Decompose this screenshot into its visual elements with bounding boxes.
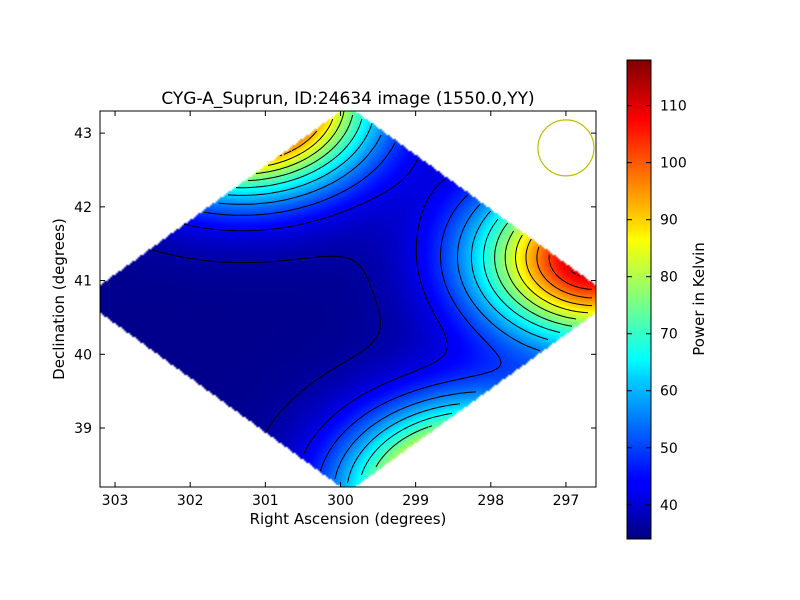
- contour-line: [235, 118, 561, 476]
- y-tick-label: 40: [74, 347, 92, 363]
- contour-line: [247, 114, 573, 468]
- x-tick-label: 299: [402, 493, 429, 509]
- colorbar-tick-label: 50: [660, 441, 678, 457]
- y-axis-label: Declination (degrees): [50, 218, 68, 380]
- y-tick-label: 39: [74, 421, 92, 437]
- contour-line: [548, 254, 593, 290]
- contour-line: [203, 142, 502, 472]
- colorbar-ticks: 40 50 60 70 80 90 100 110: [627, 99, 687, 514]
- contour-line: [183, 158, 448, 456]
- plot-frame: [99, 110, 597, 488]
- colorbar-tick-label: 70: [660, 327, 678, 343]
- colorbar-label: Power in Kelvin: [690, 242, 708, 356]
- x-tick-label: 298: [477, 493, 504, 509]
- y-tick-label: 41: [74, 274, 92, 290]
- contour-line: [218, 134, 541, 480]
- x-axis-label: Right Ascension (degrees): [250, 510, 447, 528]
- heatmap-image: [100, 111, 596, 487]
- x-tick-label: 297: [553, 493, 580, 509]
- colorbar: [626, 59, 652, 540]
- contour-line: [536, 246, 593, 299]
- y-tick-label: 42: [74, 200, 92, 216]
- colorbar-tick-label: 80: [660, 270, 678, 286]
- colorbar-tick-label: 60: [660, 384, 678, 400]
- y-axis-ticks: 39 40 41 42 43: [74, 126, 596, 437]
- x-axis-ticks: 303 302 301 300 299 298 297: [102, 111, 580, 509]
- x-tick-label: 300: [327, 493, 354, 509]
- contour-line: [151, 249, 381, 432]
- heatmap-area: [100, 111, 596, 487]
- colorbar-tick-label: 40: [660, 498, 678, 514]
- contour-lines: [151, 111, 593, 484]
- beam-marker: [537, 119, 595, 177]
- contour-line: [566, 266, 581, 277]
- x-tick-label: 301: [252, 493, 279, 509]
- colorbar-tick-label: 100: [660, 156, 687, 172]
- chart-title: CYG-A_Suprun, ID:24634 image (1550.0,YY): [161, 89, 534, 109]
- contour-line: [227, 123, 549, 484]
- contour-line: [255, 111, 577, 444]
- contour-line: [279, 130, 593, 307]
- colorbar-tick-label: 110: [660, 99, 687, 115]
- y-tick-label: 43: [74, 126, 92, 142]
- contour-line: [267, 118, 589, 314]
- x-tick-label: 303: [102, 493, 129, 509]
- colorbar-tick-label: 90: [660, 213, 678, 229]
- x-tick-label: 302: [177, 493, 204, 509]
